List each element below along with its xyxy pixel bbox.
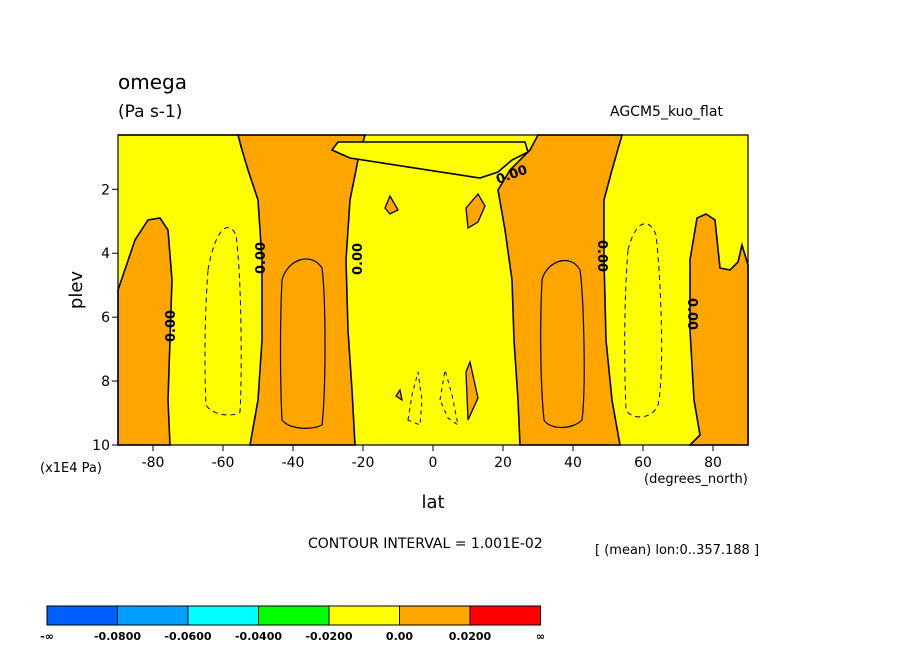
x-tick-label: -40 <box>282 455 305 471</box>
region-positive-far-north <box>688 213 749 446</box>
colorbar-tick-label: -0.0200 <box>305 630 352 643</box>
y-axis-units: (x1E4 Pa) <box>40 461 102 476</box>
y-tick-label: 8 <box>101 374 110 390</box>
x-tick-label: 0 <box>429 455 438 471</box>
colorbar-swatch <box>329 606 400 625</box>
colorbar-tick-label: -0.0800 <box>94 630 141 643</box>
colorbar-tick-label: -0.0600 <box>164 630 211 643</box>
y-axis-ticks: 2 4 6 8 10 <box>92 182 118 454</box>
x-tick-label: -20 <box>352 455 375 471</box>
contour-label: 0.00 <box>351 243 366 275</box>
y-tick-label: 2 <box>101 182 110 198</box>
contour-label: 0.00 <box>594 240 609 272</box>
contour-dashed-south <box>204 227 242 416</box>
contour-dashed-eq-1 <box>407 371 423 426</box>
x-tick-label: 40 <box>564 455 582 471</box>
island-positive-1 <box>384 194 399 215</box>
colorbar-swatch <box>117 606 188 625</box>
x-axis-units: (degrees_north) <box>644 472 748 487</box>
contour-label: 0.00 <box>254 242 269 274</box>
region-negative-top-cap <box>330 141 529 179</box>
dataset-label: AGCM5_kuo_flat <box>610 104 723 120</box>
averaging-note: [ (mean) lon:0..357.188 ] <box>595 543 759 558</box>
x-tick-label: 20 <box>494 455 512 471</box>
chart-title: omega <box>118 70 187 94</box>
colorbar-tick-label: -0.0400 <box>235 630 282 643</box>
plot-area <box>118 135 748 445</box>
contour-label: 0.00 <box>164 310 179 342</box>
colorbar-swatch <box>188 606 259 625</box>
x-tick-label: -80 <box>142 455 165 471</box>
colorbar-swatch <box>47 606 118 625</box>
colorbar-swatch <box>470 606 541 625</box>
island-positive-2 <box>465 192 486 230</box>
contour-label: 0.00 <box>684 298 699 330</box>
x-tick-label: 80 <box>704 455 722 471</box>
colorbar-tick-label: 0.0200 <box>449 630 492 643</box>
y-tick-label: 4 <box>101 246 110 262</box>
colorbar-tick-label: -∞ <box>40 630 54 643</box>
colorbar-tick-label: ∞ <box>536 630 545 643</box>
x-axis-title: lat <box>421 492 444 513</box>
contour-core-south <box>279 258 326 429</box>
y-tick-label: 6 <box>101 310 110 326</box>
x-tick-label: -60 <box>212 455 235 471</box>
x-axis-ticks: -80 -60 -40 -20 0 20 40 60 80 <box>142 445 722 471</box>
x-tick-label: 60 <box>634 455 652 471</box>
colorbar-swatch <box>399 606 470 625</box>
colorbar: -∞ -0.0800 -0.0600 -0.0400 -0.0200 0.00 0.0200… <box>40 605 545 643</box>
y-tick-label: 10 <box>92 438 110 454</box>
contour-dashed-north <box>624 223 663 418</box>
contour-interval-text: CONTOUR INTERVAL = 1.001E-02 <box>308 536 543 552</box>
island-positive-4 <box>395 388 403 402</box>
island-positive-3 <box>465 359 479 421</box>
contour-dashed-eq-2 <box>439 369 459 427</box>
colorbar-swatch <box>258 606 329 625</box>
y-axis-title: plev <box>66 271 87 310</box>
colorbar-tick-label: 0.00 <box>386 630 413 643</box>
contour-core-north <box>540 259 585 429</box>
units-label: (Pa s-1) <box>118 102 183 122</box>
